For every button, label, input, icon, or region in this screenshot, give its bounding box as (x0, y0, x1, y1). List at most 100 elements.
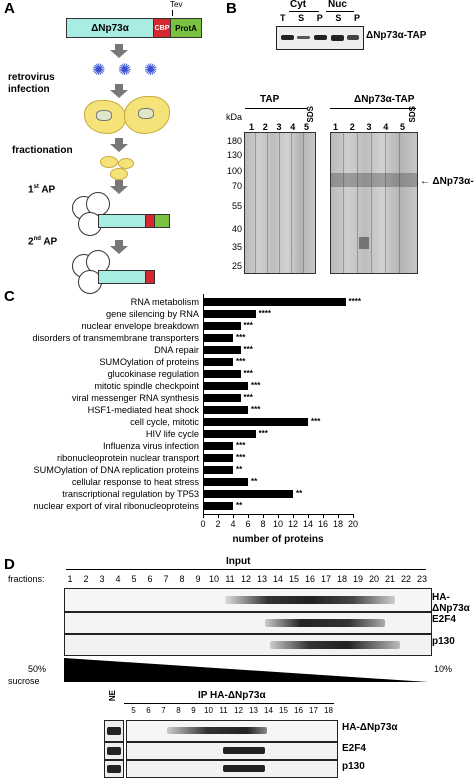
category-label: HIV life cycle (145, 429, 199, 439)
ap1-beads (72, 192, 182, 238)
x-tick-mark (308, 514, 309, 518)
kda-label: kDa (226, 112, 243, 122)
significance-label: *** (236, 333, 246, 342)
fraction-number: 1 (67, 574, 73, 584)
sucrose-left: 50% (28, 664, 47, 674)
category-label: cellular response to heat stress (71, 477, 199, 487)
significance-label: *** (258, 429, 268, 438)
fraction-number: 5 (131, 574, 137, 584)
ip-fraction-numbers: 5 6 7 8 9 10 11 12 13 14 15 16 17 18 (126, 706, 336, 718)
ip-blot-e2f4 (126, 742, 338, 760)
fraction-number: 20 (368, 574, 379, 584)
bar (203, 454, 233, 462)
x-tick-mark (353, 514, 354, 518)
ip-fraction-number: 14 (264, 706, 273, 715)
significance-label: *** (236, 453, 246, 462)
ip-title: IP HA-ΔNp73α (198, 690, 266, 701)
tap-sds-lane: SDS (306, 106, 315, 123)
significance-label: *** (311, 417, 321, 426)
construct-diagram: Tev ΔNp73α CBP ProtA (66, 0, 202, 40)
arrow-2 (110, 84, 128, 98)
x-tick-label: 20 (347, 519, 358, 529)
top-blot (276, 26, 364, 50)
dnp-sds-lane: SDS (408, 106, 417, 123)
category-label: ribonucleoprotein nuclear transport (57, 453, 199, 463)
x-tick-label: 10 (272, 519, 283, 529)
significance-label: *** (251, 381, 261, 390)
fraction-number: 9 (195, 574, 201, 584)
fraction-number: 16 (304, 574, 315, 584)
fraction-number: 14 (272, 574, 283, 584)
x-tick-label: 0 (200, 519, 206, 529)
bar (203, 346, 241, 354)
ne-blot-p130 (104, 760, 124, 778)
step-1st-ap: 1st AP (28, 184, 56, 196)
ip-blot-p130 (126, 760, 338, 778)
ip-fraction-number: 9 (191, 706, 196, 715)
category-label: mitotic spindle checkpoint (94, 381, 199, 391)
category-label: HSF1-mediated heat shock (87, 405, 199, 415)
bar (203, 406, 248, 414)
ip-fraction-number: 17 (309, 706, 318, 715)
gel-dnp73-tap (330, 132, 418, 274)
arrow-5 (110, 240, 128, 254)
fraction-number: 11 (225, 574, 235, 584)
significance-label: **** (258, 309, 271, 318)
virus-icons: ✺ ✺ ✺ (88, 60, 168, 79)
panel-d-label: D (4, 556, 15, 573)
ip-fraction-number: 12 (234, 706, 243, 715)
ip-fraction-number: 13 (249, 706, 258, 715)
input-blot-e2f4 (64, 612, 432, 634)
ip-row-p130: p130 (342, 761, 365, 772)
bar (203, 370, 241, 378)
marker-130: 130 (226, 150, 242, 160)
marker-70: 70 (231, 181, 242, 191)
bar (203, 334, 233, 342)
x-tick-mark (203, 514, 204, 518)
x-tick-label: 14 (302, 519, 313, 529)
sucrose-gradient-wedge (64, 658, 428, 682)
ip-fraction-number: 6 (146, 706, 151, 715)
ip-fraction-number: 10 (204, 706, 213, 715)
fraction-number: 6 (147, 574, 153, 584)
x-tick-label: 8 (260, 519, 266, 529)
fraction-number: 2 (83, 574, 89, 584)
fraction-number: 18 (336, 574, 347, 584)
ip-fraction-number: 7 (161, 706, 166, 715)
sucrose-unit: sucrose (8, 676, 40, 686)
virus-icon: ✺ (118, 62, 132, 79)
ip-row-ha: HA-ΔNp73α (342, 722, 398, 733)
prota-segment: ProtA (170, 18, 202, 38)
bar (203, 394, 241, 402)
x-tick-label: 16 (317, 519, 328, 529)
nucleus-icon (138, 108, 154, 119)
category-label: cell cycle, mitotic (130, 417, 199, 427)
group-cyt: Cyt (290, 0, 307, 10)
significance-label: *** (243, 393, 253, 402)
step-fractionation: fractionation (12, 145, 73, 156)
x-tick-mark (338, 514, 339, 518)
gel-group-tap: TAP (260, 94, 280, 105)
significance-label: ** (251, 477, 258, 486)
arrow-1 (110, 44, 128, 58)
significance-label: *** (236, 357, 246, 366)
ip-fraction-number: 16 (294, 706, 303, 715)
fraction-number: 8 (179, 574, 185, 584)
significance-label: ** (236, 465, 243, 474)
fraction-number: 21 (384, 574, 395, 584)
tev-label: Tev (170, 0, 183, 9)
fraction-number: 15 (288, 574, 299, 584)
arrow-3 (110, 138, 128, 152)
input-row-e2f4: E2F4 (432, 614, 456, 625)
top-blot-protein: ΔNp73α-TAP (366, 30, 427, 41)
significance-label: *** (243, 345, 253, 354)
category-label: SUMOylation of proteins (99, 357, 199, 367)
bar (203, 430, 256, 438)
step-2nd-ap: 2nd AP (28, 236, 58, 248)
dnp73-segment: ΔNp73α (66, 18, 154, 38)
x-tick-label: 12 (287, 519, 298, 529)
bar (203, 502, 233, 510)
arrow-4 (110, 180, 128, 194)
